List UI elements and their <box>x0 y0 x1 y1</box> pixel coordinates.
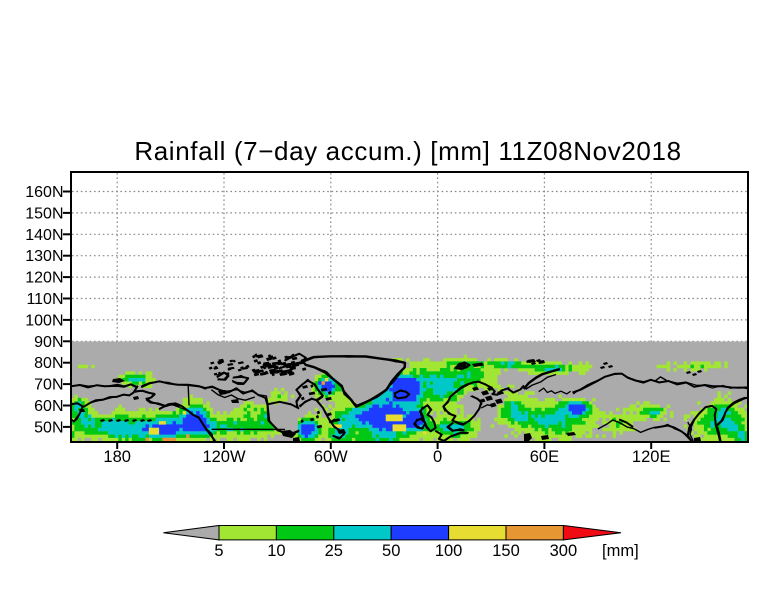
svg-text:0: 0 <box>433 448 442 466</box>
svg-text:10: 10 <box>267 542 285 560</box>
svg-text:5: 5 <box>214 542 223 560</box>
svg-text:Rainfall (7−day accum.) [mm] 1: Rainfall (7−day accum.) [mm] 11Z08Nov201… <box>134 136 681 166</box>
svg-text:150N: 150N <box>25 205 63 222</box>
svg-text:[mm]: [mm] <box>602 542 639 560</box>
svg-text:300: 300 <box>550 542 578 560</box>
svg-text:120W: 120W <box>202 448 246 466</box>
svg-text:110N: 110N <box>26 291 63 308</box>
svg-text:140N: 140N <box>25 227 63 244</box>
svg-text:160N: 160N <box>25 184 63 201</box>
svg-text:25: 25 <box>325 542 343 560</box>
svg-text:120E: 120E <box>632 448 671 466</box>
svg-text:150: 150 <box>492 542 520 560</box>
svg-text:90N: 90N <box>34 334 63 351</box>
svg-text:70N: 70N <box>34 377 63 394</box>
svg-text:60E: 60E <box>530 448 559 466</box>
svg-text:100: 100 <box>435 542 463 560</box>
svg-text:130N: 130N <box>25 248 63 265</box>
svg-text:60W: 60W <box>314 448 348 466</box>
svg-text:60N: 60N <box>34 398 63 415</box>
svg-text:50N: 50N <box>34 419 63 436</box>
svg-text:180: 180 <box>103 448 131 466</box>
svg-text:100N: 100N <box>25 312 63 329</box>
svg-text:120N: 120N <box>25 270 63 287</box>
svg-text:50: 50 <box>382 542 400 560</box>
svg-text:80N: 80N <box>34 355 63 372</box>
